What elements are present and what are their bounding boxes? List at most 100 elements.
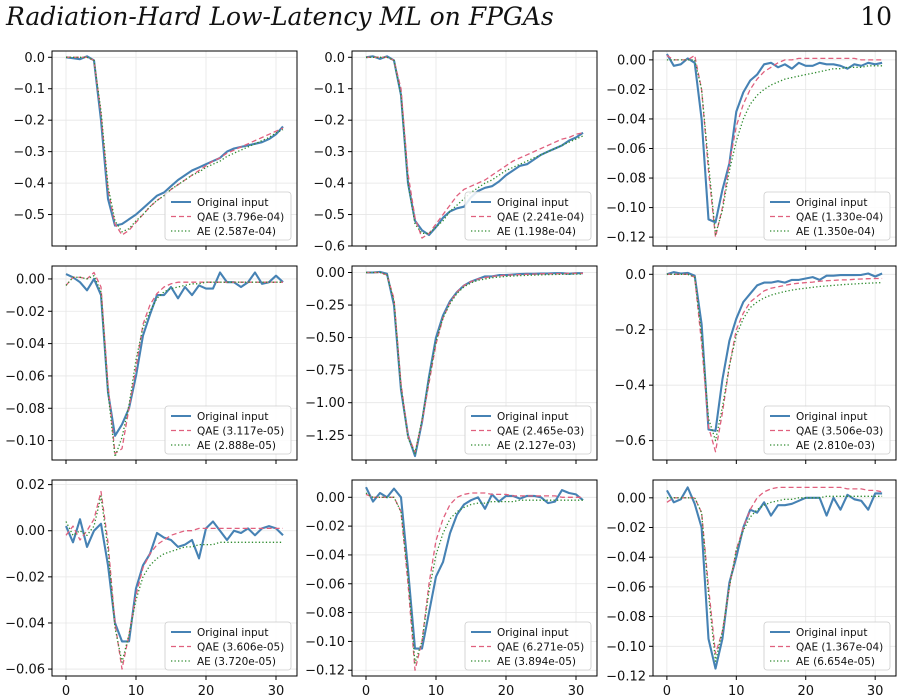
x-tick-label: 20 [198, 684, 215, 696]
y-tick-label: 0.00 [617, 491, 646, 506]
original-input-line [365, 486, 584, 650]
subplot-8: 0.00 −0.02 −0.04 −0.06 −0.08 −0.10 −0.12 0 10 20 3… [305, 479, 598, 696]
legend-label: Original input [197, 627, 268, 639]
legend: Original input QAE (3.117e-05) AE (2.888e-… [164, 405, 292, 455]
subplot-6: 0.0 −0.2 −0.4 −0.6 Original input QAE (3.506e… [614, 265, 897, 464]
legend-label: Original input [796, 627, 867, 639]
legend-box [164, 405, 292, 455]
legend: Original input QAE (2.465e-03) AE (2.127e-… [464, 405, 592, 455]
y-tick-label: −0.6 [614, 434, 646, 449]
x-tick-label: 30 [268, 684, 285, 696]
y-tick-label: −0.3 [13, 145, 45, 160]
y-tick-label: −0.04 [5, 337, 45, 352]
subplot-2: 0.0 −0.1 −0.2 −0.3 −0.4 −0.5 −0.6 Original inpu… [313, 50, 598, 255]
subplot-1: 0.0 −0.1 −0.2 −0.3 −0.4 −0.5 Original input QAE… [13, 50, 298, 250]
qae-line [65, 490, 283, 670]
y-tick-label: −0.02 [606, 521, 646, 536]
y-tick-label: −0.08 [5, 402, 45, 417]
y-tick-label: −0.04 [606, 551, 646, 566]
legend-label: QAE (3.506e-03) [796, 425, 883, 437]
plot-frame [51, 479, 298, 677]
y-tick-label: 0.00 [16, 272, 45, 287]
x-tick-label: 20 [498, 684, 515, 696]
x-tick-label: 0 [62, 684, 70, 696]
plot-frame [51, 265, 298, 461]
y-tick-label: −0.02 [305, 520, 345, 535]
subplot-5: 0.00 −0.25 −0.50 −0.75 −1.00 −1.25 Original in… [305, 265, 598, 464]
x-tick-label: 10 [128, 684, 145, 696]
y-tick-label: −1.25 [305, 429, 345, 444]
y-tick-label: −0.12 [606, 231, 646, 246]
y-tick-label: −0.02 [5, 570, 45, 585]
plot-frame [51, 50, 298, 247]
legend-label: AE (3.894e-05) [497, 656, 576, 668]
y-tick-label: −0.10 [606, 640, 646, 655]
y-tick-label: −0.10 [5, 434, 45, 449]
x-tick-label: 10 [728, 684, 745, 696]
subplot-7: 0.02 0.00 −0.02 −0.04 −0.06 0 10 20 30 Original i… [5, 478, 298, 696]
original-input-line [366, 270, 583, 458]
y-tick-label: −0.2 [313, 114, 345, 129]
x-tick-label: 0 [362, 684, 370, 696]
y-tick-label: −0.4 [614, 379, 646, 394]
legend-label: Original input [197, 197, 268, 209]
legend: Original input QAE (3.796e-04) AE (2.587e-… [164, 191, 292, 241]
legend-label: QAE (1.367e-04) [796, 641, 883, 653]
y-tick-label: −0.08 [606, 610, 646, 625]
series-group [65, 55, 284, 236]
original-input-line [65, 55, 284, 227]
y-tick-label: −0.1 [13, 82, 45, 97]
page-number: 10 [860, 2, 892, 31]
legend-box [763, 191, 891, 241]
series-group [365, 486, 584, 671]
legend-label: Original input [497, 197, 568, 209]
legend-box [763, 405, 891, 455]
original-input-line [65, 518, 284, 643]
plot-frame [652, 479, 897, 677]
legend-label: QAE (2.241e-04) [497, 211, 584, 223]
legend-label: Original input [796, 197, 867, 209]
plot-frame [351, 265, 598, 461]
qae-line [366, 271, 583, 453]
x-tick-label: 30 [568, 684, 585, 696]
y-tick-label: −0.04 [305, 548, 345, 563]
series-group [366, 270, 583, 458]
y-tick-label: −0.02 [606, 83, 646, 98]
y-tick-label: 0.0 [24, 51, 45, 66]
y-tick-label: −0.10 [305, 635, 345, 650]
ae-line [65, 275, 283, 458]
original-input-line [665, 486, 883, 670]
series-group [65, 271, 284, 458]
legend-box [164, 621, 292, 671]
legend-label: AE (3.720e-05) [197, 656, 276, 668]
legend-label: Original input [497, 627, 568, 639]
legend-label: QAE (6.271e-05) [497, 641, 584, 653]
series-group [65, 490, 284, 670]
series-group [666, 271, 883, 453]
series-group [665, 486, 883, 670]
qae-line [65, 271, 283, 455]
legend-box [464, 405, 592, 455]
y-tick-label: 0.00 [617, 53, 646, 68]
legend: Original input QAE (3.506e-03) AE (2.810e-… [763, 405, 891, 455]
page-header: Radiation-Hard Low-Latency ML on FPGAs 1… [0, 0, 901, 50]
y-tick-label: −0.06 [305, 577, 345, 592]
x-tick-label: 0 [663, 684, 671, 696]
y-tick-label: −0.75 [305, 364, 345, 379]
y-tick-label: 0.00 [316, 491, 345, 506]
plot-frame [351, 479, 598, 677]
legend: Original input QAE (1.330e-04) AE (1.350e-… [763, 191, 891, 241]
y-tick-label: −0.3 [313, 145, 345, 160]
x-tick-label: 10 [428, 684, 445, 696]
series-group [665, 53, 883, 238]
legend-label: QAE (2.465e-03) [497, 425, 584, 437]
y-tick-label: −1.00 [305, 396, 345, 411]
y-tick-label: −0.02 [5, 305, 45, 320]
y-tick-label: −0.04 [5, 616, 45, 631]
legend-label: AE (2.127e-03) [497, 440, 576, 452]
y-tick-label: 0.00 [316, 266, 345, 281]
legend-label: AE (2.587e-04) [197, 226, 276, 238]
plot-frame [351, 50, 598, 247]
legend-label: AE (1.198e-04) [497, 226, 576, 238]
